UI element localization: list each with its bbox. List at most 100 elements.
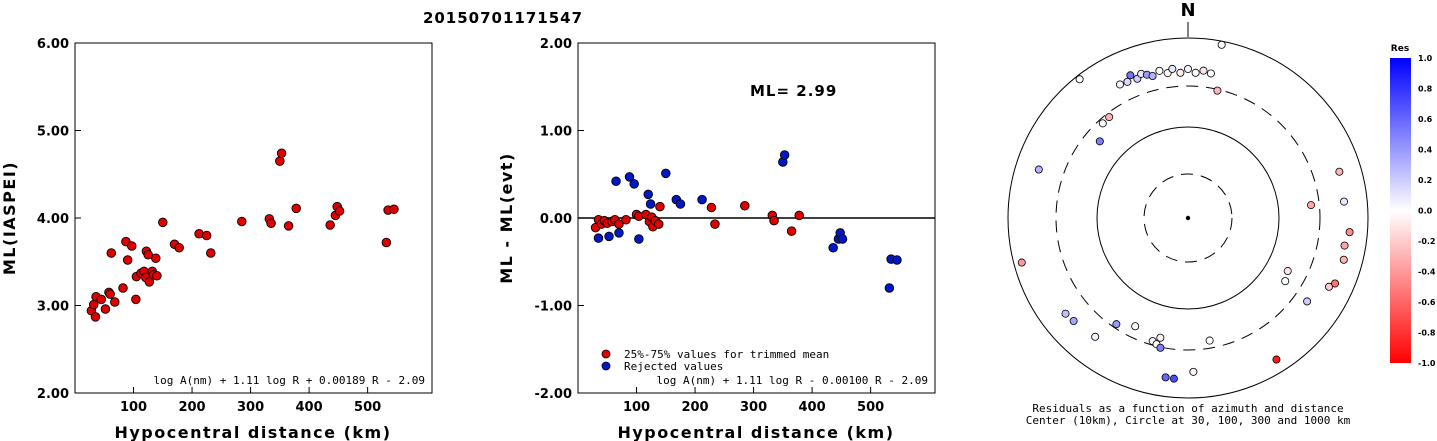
- residual-point: [1168, 64, 1177, 73]
- data-point: [90, 312, 101, 322]
- accepted-point: [786, 226, 797, 236]
- data-point: [174, 242, 184, 253]
- residual-point: [1199, 66, 1208, 75]
- rejected-point: [884, 283, 895, 293]
- y-tick-label: 3.00: [37, 300, 69, 315]
- residual-point: [1205, 336, 1214, 345]
- accepted-point: [706, 202, 717, 213]
- caption-line-1: Residuals as a function of azimuth and d…: [1032, 402, 1343, 415]
- y-tick-label: 0.00: [540, 212, 572, 227]
- y-tick-label: 2.00: [37, 387, 69, 402]
- accepted-point: [769, 215, 779, 226]
- residual-point: [1075, 75, 1084, 84]
- x-tick-label: 100: [120, 400, 147, 415]
- x-axis-label: Hypocentral distance (km): [114, 423, 391, 441]
- residual-point: [1325, 282, 1334, 291]
- residual-point: [1191, 68, 1200, 77]
- rejected-point: [604, 231, 614, 242]
- rejected-point: [614, 228, 624, 238]
- ring-300km: [1055, 85, 1321, 351]
- colorbar-tick-label: -0.8: [1418, 329, 1436, 338]
- residual-points: [1017, 40, 1354, 383]
- residual-point: [1169, 374, 1178, 383]
- y-tick-label: 6.00: [37, 37, 69, 52]
- data-point: [325, 220, 335, 230]
- residual-point: [1061, 309, 1070, 318]
- x-tick-label: 100: [623, 400, 650, 415]
- residual-point: [1123, 77, 1132, 86]
- data-point: [389, 204, 399, 214]
- formula-annotation: log A(nm) + 1.11 log R + 0.00189 R - 2.0…: [153, 374, 425, 387]
- residual-colorbar: Res 1.0 0.8 0.6 0.4 0.2 0.0 -0.2 -0.4 -0.6 -0.8 -1…: [1390, 44, 1436, 368]
- residual-point: [1091, 332, 1100, 341]
- residual-point: [1206, 69, 1215, 78]
- residual-point: [1131, 322, 1140, 331]
- residual-point: [1303, 297, 1312, 306]
- residual-point: [1335, 167, 1344, 176]
- data-point: [110, 297, 120, 307]
- x-tick-label: 500: [857, 400, 884, 415]
- colorbar-gradient: [1390, 58, 1411, 363]
- data-point: [291, 203, 301, 214]
- data-point: [100, 304, 111, 314]
- rejected-point: [837, 234, 848, 244]
- x-tick-label: 400: [799, 400, 826, 415]
- colorbar-tick-label: 0.6: [1418, 115, 1433, 124]
- residual-point: [1148, 71, 1157, 80]
- residual-point: [1115, 80, 1124, 89]
- data-points: [590, 150, 902, 293]
- residual-point: [1345, 228, 1354, 237]
- x-axis-ticks: 100 200 300 400 500: [623, 387, 884, 415]
- data-point: [266, 218, 276, 228]
- residual-point: [1126, 71, 1135, 80]
- y-tick-label: 5.00: [37, 125, 69, 140]
- residual-vs-distance-chart: 100 200 300 400 500 -2.00 -1.00 0.00 1.00 2.00 H…: [497, 37, 936, 441]
- colorbar-ticks: 1.0 0.8 0.6 0.4 0.2 0.0 -0.2 -0.4 -0.6 -0.8 -1.0: [1418, 54, 1436, 368]
- rejected-point: [675, 199, 686, 209]
- residual-point: [1283, 267, 1292, 276]
- rejected-point: [697, 194, 707, 205]
- data-point: [158, 217, 168, 228]
- residual-point: [1176, 68, 1185, 77]
- colorbar-tick-label: -1.0: [1418, 359, 1436, 368]
- data-point: [206, 248, 216, 258]
- y-tick-label: 1.00: [540, 125, 572, 140]
- residual-point: [1156, 333, 1165, 342]
- rejected-point: [892, 255, 902, 265]
- data-point: [275, 156, 285, 166]
- ring-100km: [1096, 126, 1280, 310]
- plot-frame: [74, 42, 433, 394]
- data-point: [334, 206, 345, 216]
- colorbar-tick-label: 0.0: [1418, 207, 1433, 216]
- data-point: [127, 241, 137, 251]
- residual-point: [1306, 201, 1315, 210]
- x-tick-label: 500: [354, 400, 381, 415]
- data-point: [237, 216, 247, 227]
- residual-point: [1184, 64, 1193, 73]
- residual-point: [1281, 277, 1290, 286]
- x-tick-label: 300: [237, 400, 264, 415]
- data-point: [381, 237, 392, 248]
- y-tick-label: 2.00: [540, 37, 572, 52]
- y-axis-ticks: -2.00 -1.00 0.00 1.00 2.00: [535, 37, 584, 402]
- data-point: [106, 248, 117, 258]
- caption-line-2: Center (10km), Circle at 30, 100, 300 an…: [1026, 414, 1351, 427]
- colorbar-title: Res: [1391, 44, 1409, 54]
- accepted-point: [794, 210, 804, 221]
- y-tick-label: -2.00: [535, 387, 572, 402]
- rejected-point: [629, 179, 639, 189]
- rejected-point: [828, 242, 838, 253]
- residual-point: [1017, 258, 1026, 267]
- ml-value-label: ML= 2.99: [750, 82, 837, 100]
- residual-point: [1189, 367, 1198, 376]
- rejected-point: [611, 176, 621, 186]
- data-point: [143, 249, 153, 260]
- north-label: N: [1180, 0, 1195, 21]
- center-point: [1185, 215, 1191, 221]
- rejected-point: [645, 199, 656, 209]
- x-tick-label: 400: [296, 400, 323, 415]
- accepted-point: [740, 200, 750, 211]
- data-point: [96, 294, 107, 305]
- data-point: [194, 228, 204, 239]
- accepted-point: [621, 214, 631, 225]
